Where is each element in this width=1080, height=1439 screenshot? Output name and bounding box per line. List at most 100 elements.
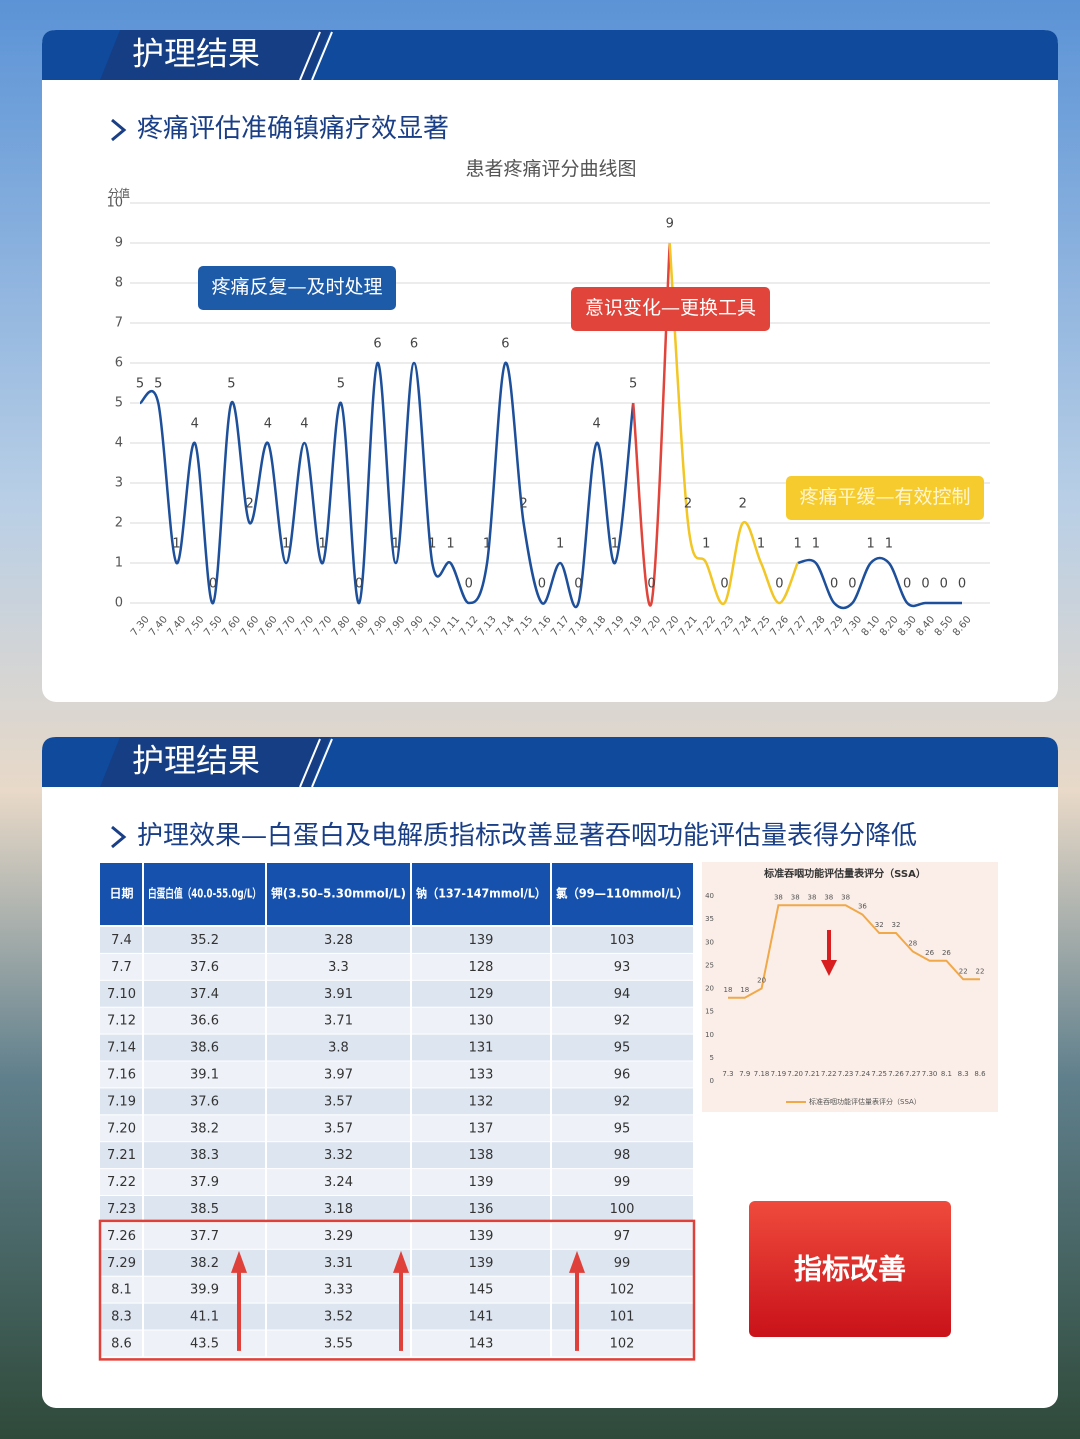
data-label: 1	[483, 537, 491, 552]
cell: 3.29	[324, 1229, 353, 1244]
cell: 8.6	[111, 1336, 132, 1351]
data-label: 2	[684, 497, 692, 512]
arrow	[231, 1250, 247, 1273]
highlight	[98, 1219, 696, 1361]
cell: 43.5	[190, 1336, 219, 1351]
header-tab	[100, 30, 330, 80]
cell: 95	[614, 1041, 631, 1056]
row-bg	[100, 980, 693, 1007]
cell: 101	[610, 1310, 635, 1325]
data-label: 5	[154, 377, 162, 392]
data-label: 38	[841, 893, 850, 901]
x-tick-label: 8.1	[941, 1070, 952, 1078]
y-tick-label: 10	[106, 196, 123, 211]
cell: 3.55	[324, 1336, 353, 1351]
row-bg	[100, 1196, 693, 1222]
arrow	[821, 960, 837, 976]
panel	[42, 30, 1058, 702]
data-label: 0	[958, 577, 966, 592]
stripe	[311, 31, 333, 81]
cell: 7.22	[107, 1175, 136, 1190]
cell: 138	[469, 1148, 494, 1163]
annotation: 疼痛反复—及时处理	[211, 276, 382, 298]
header-cell: 钾(3.50–5.30mmol/L)	[271, 886, 406, 901]
cell: 7.14	[107, 1041, 136, 1056]
cell: 8.1	[111, 1283, 132, 1298]
data-label: 38	[824, 893, 833, 901]
data-label: 4	[264, 417, 272, 432]
data-label: 1	[812, 537, 820, 552]
button[interactable]	[749, 1201, 951, 1337]
ssa-chart-bg	[702, 862, 998, 1112]
row-bg	[100, 953, 693, 980]
x-tick-label: 7.30	[922, 1070, 938, 1078]
data-label: 32	[875, 921, 884, 929]
cell: 3.57	[324, 1121, 353, 1136]
header-cell: 白蛋白值（40.0-55.0g/L）	[148, 886, 261, 901]
cell: 128	[469, 960, 494, 975]
y-tick-label: 4	[115, 436, 123, 451]
cell: 92	[614, 1094, 631, 1109]
cell: 7.23	[107, 1202, 136, 1217]
cell: 8.3	[111, 1310, 132, 1325]
cell: 95	[614, 1121, 631, 1136]
row-bg	[100, 1061, 693, 1088]
data-label: 26	[942, 949, 951, 957]
y-tick-label: 9	[115, 236, 123, 251]
cell: 37.7	[190, 1229, 219, 1244]
data-label: 6	[373, 337, 381, 352]
data-label: 4	[593, 417, 601, 432]
cell: 3.24	[324, 1175, 353, 1190]
x-tick-label: 7.25	[871, 1070, 887, 1078]
cell: 92	[614, 1014, 631, 1029]
header-tab	[100, 737, 330, 787]
data-label: 1	[793, 537, 801, 552]
arrow	[575, 1270, 579, 1351]
annotation-box	[198, 266, 396, 310]
stripe	[311, 738, 333, 788]
line	[668, 242, 799, 605]
cell: 132	[469, 1094, 494, 1109]
y-tick-label: 5	[115, 396, 123, 411]
cell: 3.31	[324, 1256, 353, 1271]
bullet	[111, 118, 127, 142]
pain-chart: 0123456789107.307.407.407.507.507.607.60…	[106, 196, 990, 638]
header-cell: 钠（137-147mmol/L）	[416, 886, 546, 901]
subtitle: 护理效果—白蛋白及电解质指标改善显著吞咽功能评估量表得分降低	[137, 821, 917, 851]
cell: 7.20	[107, 1121, 136, 1136]
y-tick-label: 0	[710, 1077, 714, 1085]
data-label: 1	[446, 537, 454, 552]
data-label: 18	[724, 986, 733, 994]
y-tick-label: 7	[115, 316, 123, 331]
cell: 3.28	[324, 933, 353, 948]
button-label[interactable]: 指标改善	[794, 1253, 906, 1286]
x-tick-label: 8.3	[958, 1070, 969, 1078]
y-tick-label: 5	[710, 1054, 714, 1062]
cell: 102	[610, 1336, 635, 1351]
row-bg	[100, 1034, 693, 1061]
cell: 3.18	[324, 1202, 353, 1217]
x-tick-label: 7.21	[804, 1070, 820, 1078]
row-bg	[100, 1007, 693, 1034]
x-tick-label: 7.24	[855, 1070, 871, 1078]
cell: 7.4	[111, 933, 132, 948]
arrow	[399, 1270, 403, 1351]
cell: 37.6	[190, 960, 219, 975]
cell: 103	[610, 933, 635, 948]
data-label: 0	[209, 577, 217, 592]
cell: 130	[469, 1014, 494, 1029]
y-tick-label: 1	[115, 556, 123, 571]
annotation: 意识变化—更换工具	[585, 297, 756, 319]
cell: 99	[614, 1256, 631, 1271]
cell: 100	[610, 1202, 635, 1217]
cell: 3.33	[324, 1283, 353, 1298]
cell: 131	[469, 1041, 494, 1056]
line	[138, 361, 962, 610]
cell: 38.2	[190, 1256, 219, 1271]
cell: 97	[614, 1229, 631, 1244]
cell: 37.6	[190, 1094, 219, 1109]
data-label: 1	[172, 537, 180, 552]
line	[631, 242, 671, 607]
data-label: 0	[848, 577, 856, 592]
